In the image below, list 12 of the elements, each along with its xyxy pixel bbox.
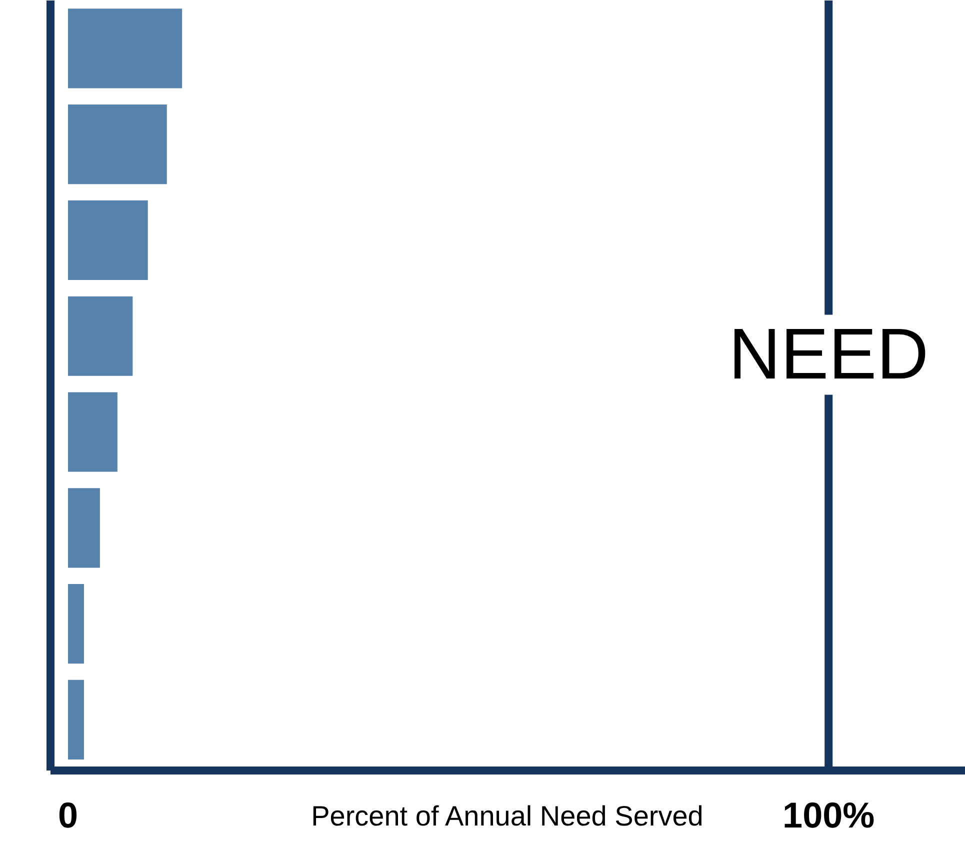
bar	[68, 104, 167, 184]
x-tick-label: 100%	[782, 794, 875, 836]
bar	[68, 488, 100, 568]
ref-line-label: NEED	[728, 314, 929, 395]
bar	[68, 392, 118, 472]
x-axis-title: Percent of Annual Need Served	[311, 800, 704, 832]
bar	[68, 200, 148, 280]
bar	[68, 680, 84, 760]
x-tick-label: 0	[58, 794, 78, 836]
bar	[68, 584, 84, 664]
bar	[68, 296, 133, 376]
bar	[68, 8, 182, 88]
